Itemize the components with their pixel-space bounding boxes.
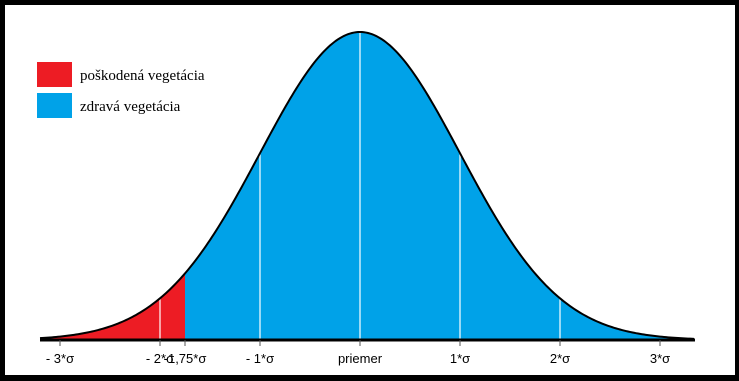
distribution-curve bbox=[39, 30, 695, 340]
legend: poškodená vegetácia zdravá vegetácia bbox=[37, 62, 205, 118]
legend-swatch-damaged bbox=[37, 62, 72, 87]
region-0 bbox=[40, 273, 185, 340]
legend-label-healthy: zdravá vegetácia bbox=[80, 99, 181, 115]
tick-label-7: 3*σ bbox=[650, 351, 670, 366]
tick-label-3: - 1*σ bbox=[246, 351, 274, 366]
legend-label-damaged: poškodená vegetácia bbox=[80, 68, 205, 84]
x-axis-ticks: - 3*σ - 2*σ-1,75*σ - 1*σ priemer 1*σ 2*σ 3*σ bbox=[46, 340, 670, 366]
sigma-lines bbox=[159, 32, 561, 340]
tick-label-6: 2*σ bbox=[550, 351, 570, 366]
region-1 bbox=[185, 32, 695, 341]
distribution-regions bbox=[40, 32, 695, 341]
tick-label-0: - 3*σ bbox=[46, 351, 74, 366]
tick-label-1: - 2*σ bbox=[146, 351, 174, 366]
legend-swatch-healthy bbox=[37, 93, 72, 118]
tick-label-2: -1,75*σ bbox=[164, 351, 207, 366]
tick-label-4: priemer bbox=[338, 351, 383, 366]
tick-label-5: 1*σ bbox=[450, 351, 470, 366]
